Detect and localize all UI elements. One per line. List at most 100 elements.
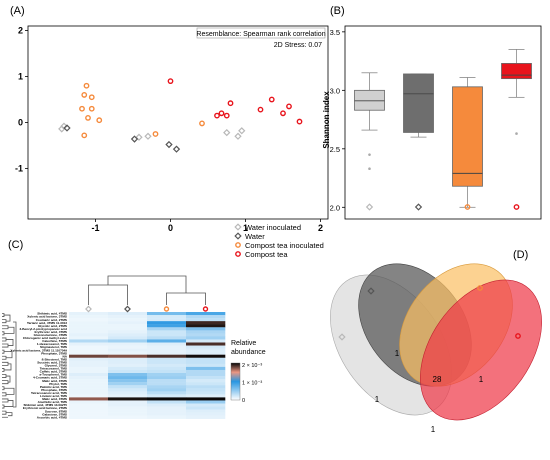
heatmap-cell: [186, 412, 226, 416]
venn-set-ellipse: [420, 279, 542, 421]
outlier: [368, 153, 371, 156]
legend-label: Compost tea: [245, 250, 288, 259]
heatmap-row-label: 1-Hexacosanol, TMS: [37, 342, 67, 346]
panel-label-a: (A): [10, 5, 25, 17]
heatmap-cell: [108, 345, 148, 349]
heatmap-row-label: Chlorogenic acid methyl ester: [23, 336, 68, 340]
heatmap-row-label: Phosphate, 3TMS: [41, 351, 67, 355]
heatmap-cell: [186, 312, 226, 316]
legend-marker: [235, 251, 241, 257]
heatmap-row-label: Phosphate, 3TMS: [41, 388, 67, 392]
heatmap-cell: [108, 415, 148, 419]
group-marker: [464, 204, 471, 210]
heatmap-cell: [108, 379, 148, 383]
heatmap-column-markers: [85, 305, 209, 313]
box: [354, 89, 385, 111]
heatmap-cell: [69, 351, 109, 355]
heatmap-cell: [186, 315, 226, 319]
heatmap-cell: [186, 391, 226, 395]
heatmap-cell: [186, 321, 226, 325]
group-marker: [365, 203, 374, 211]
scatter-point: [165, 140, 173, 149]
heatmap-cell: [108, 382, 148, 386]
heatmap-cell: [186, 382, 226, 386]
heatmap-row-label: Succinic acid, 2TMS: [37, 360, 67, 364]
colorbar-tick: 1 × 10⁻³: [242, 381, 262, 387]
column-dendrogram: [88, 275, 206, 305]
scatter-ticks: -1 0 1 2 -1 0 1 2: [15, 26, 323, 233]
heatmap-row-label: Gluconolactone, 4TMS: [34, 333, 67, 337]
heatmap-cell: [69, 366, 109, 371]
panel-label-b: (B): [330, 5, 345, 17]
row-dendrogram: [2, 313, 17, 418]
scatter-point: [63, 124, 71, 132]
scatter-title: Resemblance: Spearman rank correlation: [196, 31, 325, 38]
heatmap-row-label: Xylonic acid lactone, 3TMS 11.1107549: [10, 348, 67, 352]
heatmap-cell: [69, 339, 109, 343]
heatmap-cell: [186, 324, 226, 328]
heatmap-cell: [147, 394, 187, 398]
heatmap-cell: [69, 412, 109, 416]
heatmap-cell: [69, 415, 109, 419]
heatmap-cell: [147, 360, 187, 365]
venn-panel-d: 1 28 1 1 1: [330, 263, 542, 434]
heatmap-cell: [186, 348, 226, 352]
heatmap-cell: [147, 348, 187, 352]
heatmap-cell: [108, 333, 148, 337]
heatmap-row-label: Sucrose, 8TMS: [45, 409, 67, 413]
heatmap-row-label: Tetracosanoic acid, TMS: [31, 391, 67, 395]
heatmap-cell: [108, 330, 148, 334]
heatmap-cell: [147, 369, 187, 374]
heatmap-cell: [147, 379, 187, 383]
heatmap-cell: [108, 321, 148, 325]
heatmap-cell: [186, 336, 226, 340]
colorbar-label: Relative abundance: [231, 340, 266, 356]
heatmap-cell: [69, 397, 109, 401]
dendrogram-branch: [107, 275, 187, 293]
heatmap-cell: [69, 342, 109, 346]
heatmap-cell: [147, 406, 187, 410]
heatmap-cell: [69, 388, 109, 392]
x-tick-label: 2: [318, 223, 323, 233]
heatmap-cell: [108, 369, 148, 374]
heatmap-cell: [108, 366, 148, 371]
heatmap-cell: [186, 385, 226, 389]
heatmap-cell: [186, 400, 226, 404]
y-tick-label: 0: [18, 118, 23, 128]
heatmap-cell: [69, 394, 109, 398]
heatmap-cell: [108, 354, 148, 358]
heatmap-cell: [69, 345, 109, 349]
heatmap-cell: [186, 406, 226, 410]
y-tick-label: 2.5: [330, 145, 340, 154]
panel-label-c: (C): [8, 239, 23, 251]
venn-region-count: 1: [375, 395, 380, 404]
heatmap-cell: [69, 330, 109, 334]
heatmap-cell: [69, 400, 109, 404]
venn-set-marker: [477, 285, 483, 291]
heatmap-cell: [69, 363, 109, 368]
heatmap-cell: [147, 342, 187, 346]
heatmap-row-label: Xylonic acid lactone, 3TMS: [27, 315, 67, 319]
heatmap-row-label: Shikimic acid, 4TMS 13.09275: [23, 403, 67, 407]
boxplot-ticks: 2.0 2.5 3.0 3.5: [330, 28, 345, 212]
scatter-point: [223, 128, 231, 137]
heatmap-cell: [186, 415, 226, 419]
heatmap-cell: [186, 373, 226, 377]
heatmap-cell: [186, 409, 226, 413]
heatmap-cell: [69, 360, 109, 365]
scatter-point: [130, 135, 139, 143]
heatmap-cell: [186, 330, 226, 334]
heatmap-cell: [69, 324, 109, 328]
heatmap-cell: [69, 406, 109, 410]
stress-annotation: 2D Stress: 0.07: [274, 42, 322, 49]
heatmap-row-label: Erythronic acid, 4TMS: [35, 330, 68, 334]
boxplot-boxes: [354, 48, 532, 211]
heatmap-cell: [186, 351, 226, 355]
colorbar: Relative abundance 2 × 10⁻³ 1 × 10⁻³ 0: [230, 340, 266, 404]
scatter-point: [96, 117, 103, 124]
x-tick-label: 1: [243, 223, 248, 233]
heatmap-row-label: Linoleic acid, TMS: [40, 394, 67, 398]
scatter-point: [286, 103, 292, 110]
scatter-point: [83, 82, 90, 89]
